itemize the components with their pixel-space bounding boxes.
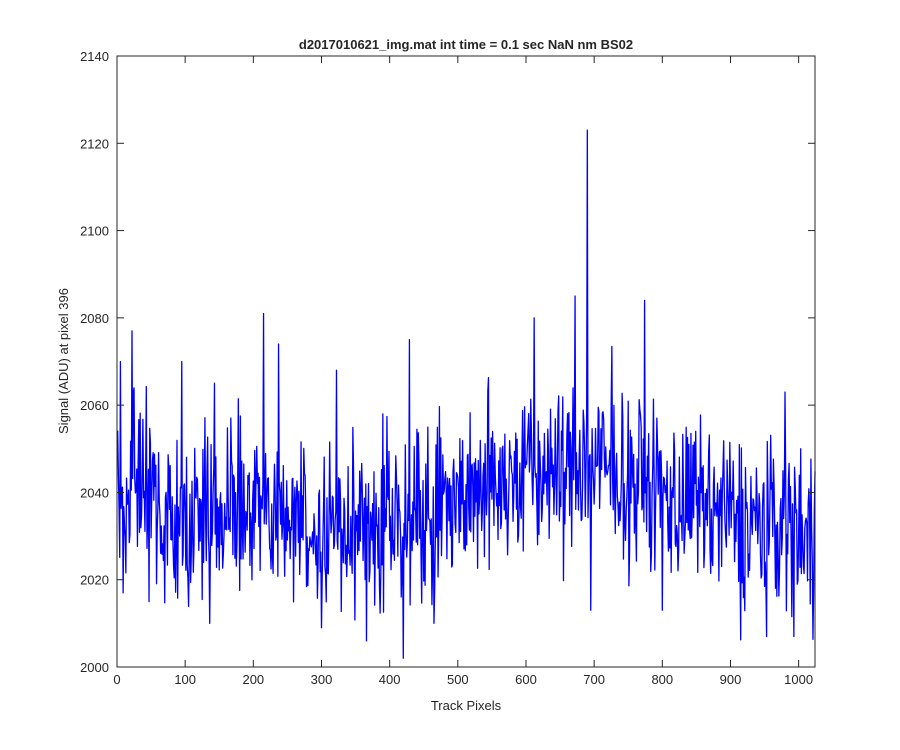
y-tick-label: 2140 [80,49,109,64]
x-tick-label: 700 [583,672,605,687]
y-tick-label: 2040 [80,485,109,500]
plot-area [117,56,815,667]
y-tick-label: 2060 [80,398,109,413]
y-tick-label: 2020 [80,573,109,588]
y-tick-label: 2080 [80,311,109,326]
x-tick-label: 200 [242,672,264,687]
x-tick-label: 800 [651,672,673,687]
x-tick-label: 0 [113,672,120,687]
y-axis-ticks: 2000 2020 2040 2060 2080 2100 2120 2140 [80,49,815,675]
x-tick-label: 300 [311,672,333,687]
x-tick-label: 900 [720,672,742,687]
chart-title: d2017010621_img.mat int time = 0.1 sec N… [299,37,633,52]
y-tick-label: 2000 [80,660,109,675]
x-axis-ticks: 0 100 200 300 400 500 600 700 800 900 1000 [113,56,813,687]
x-axis-label: Track Pixels [431,698,502,713]
signal-series-line [117,129,816,659]
y-axis-label: Signal (ADU) at pixel 396 [56,288,71,434]
y-tick-label: 2100 [80,224,109,239]
x-tick-label: 600 [515,672,537,687]
x-tick-label: 100 [174,672,196,687]
x-tick-label: 500 [447,672,469,687]
x-tick-label: 1000 [784,672,813,687]
y-tick-label: 2120 [80,136,109,151]
plot-frame [116,55,816,668]
x-tick-label: 400 [379,672,401,687]
